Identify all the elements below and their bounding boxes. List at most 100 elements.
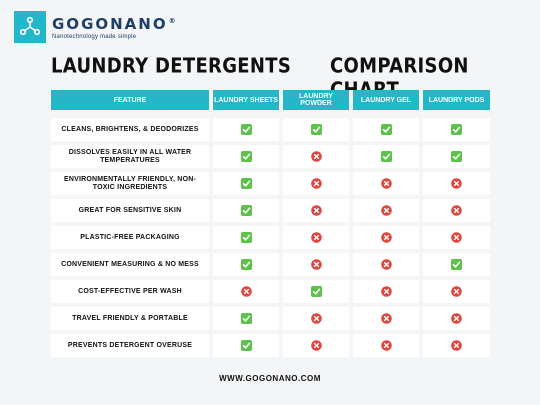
- comparison-cell: [353, 172, 419, 195]
- cross-icon: [380, 340, 392, 351]
- comparison-cell: [283, 280, 349, 303]
- comparison-cell: [213, 145, 279, 168]
- checkmark-icon: [240, 232, 252, 243]
- cross-icon: [380, 286, 392, 297]
- comparison-cell: [353, 118, 419, 141]
- checkmark-icon: [310, 286, 322, 297]
- comparison-cell: [353, 145, 419, 168]
- feature-label-line: GREAT FOR SENSITIVE SKIN: [78, 206, 182, 214]
- cross-icon: [451, 340, 462, 351]
- molecule-icon: [19, 16, 41, 36]
- cross-icon: [310, 232, 322, 243]
- cross-icon: [310, 178, 322, 189]
- comparison-cell: [353, 226, 419, 249]
- comparison-cell: [353, 199, 419, 222]
- feature-label-line: PREVENTS DETERGENT OVERUSE: [67, 341, 193, 349]
- column-header: LAUNDRY SHEETS: [213, 90, 279, 110]
- table-row: CONVENIENT MEASURING & NO MESS: [51, 253, 490, 276]
- feature-label: GREAT FOR SENSITIVE SKIN: [51, 199, 209, 222]
- checkmark-icon: [240, 124, 252, 135]
- feature-label: TRAVEL FRIENDLY & PORTABLE: [51, 307, 209, 330]
- column-header: LAUNDRY PODS: [423, 90, 490, 110]
- checkmark-icon: [240, 151, 252, 162]
- comparison-cell: [353, 280, 419, 303]
- comparison-cell: [213, 118, 279, 141]
- cross-icon: [451, 205, 462, 216]
- comparison-cell: [423, 280, 490, 303]
- comparison-cell: [213, 334, 279, 357]
- checkmark-icon: [240, 259, 252, 270]
- cross-icon: [380, 313, 392, 324]
- feature-label-line: ENVIRONMENTALLY FRIENDLY, NON-: [63, 175, 196, 183]
- feature-label: CLEANS, BRIGHTENS, & DEODORIZES: [51, 118, 209, 141]
- checkmark-icon: [240, 313, 252, 324]
- feature-label-line: DISSOLVES EASILY IN ALL WATER: [68, 148, 192, 156]
- cross-icon: [310, 151, 322, 162]
- checkmark-icon: [310, 124, 322, 135]
- cross-icon: [380, 259, 392, 270]
- comparison-cell: [283, 118, 349, 141]
- comparison-cell: [423, 253, 490, 276]
- feature-label: COST-EFFECTIVE PER WASH: [51, 280, 209, 303]
- registered-mark: ®: [168, 17, 176, 25]
- cross-icon: [240, 286, 252, 297]
- table-row: CLEANS, BRIGHTENS, & DEODORIZES: [51, 118, 490, 141]
- comparison-cell: [353, 253, 419, 276]
- brand-tagline: Nanotechnology made simple: [52, 34, 137, 40]
- comparison-cell: [423, 145, 490, 168]
- comparison-cell: [213, 307, 279, 330]
- table-row: DISSOLVES EASILY IN ALL WATER TEMPERATURE…: [51, 145, 490, 168]
- comparison-cell: [423, 172, 490, 195]
- cross-icon: [451, 313, 462, 324]
- comparison-cell: [213, 280, 279, 303]
- comparison-cell: [423, 226, 490, 249]
- comparison-cell: [283, 145, 349, 168]
- column-header: FEATURE: [51, 90, 209, 110]
- brand-name-text: GOGONANO: [52, 15, 168, 33]
- footer-url[interactable]: WWW.GOGONANO.COM: [219, 374, 321, 383]
- comparison-cell: [283, 172, 349, 195]
- cross-icon: [380, 205, 392, 216]
- cross-icon: [380, 232, 392, 243]
- brand-name: GOGONANO®: [52, 12, 176, 33]
- table-row: TRAVEL FRIENDLY & PORTABLE: [51, 307, 490, 330]
- checkmark-icon: [380, 124, 392, 135]
- table-row: PREVENTS DETERGENT OVERUSE: [51, 334, 490, 357]
- feature-label: CONVENIENT MEASURING & NO MESS: [51, 253, 209, 276]
- table-row: PLASTIC-FREE PACKAGING: [51, 226, 490, 249]
- checkmark-icon: [451, 151, 462, 162]
- checkmark-icon: [451, 259, 462, 270]
- comparison-cell: [213, 226, 279, 249]
- table-row: GREAT FOR SENSITIVE SKIN: [51, 199, 490, 222]
- cross-icon: [451, 178, 462, 189]
- feature-label-line: COST-EFFECTIVE PER WASH: [78, 287, 182, 295]
- feature-label-line: CONVENIENT MEASURING & NO MESS: [61, 260, 199, 268]
- comparison-table: FEATURE LAUNDRY SHEETS LAUNDRY POWDER LAUND…: [51, 90, 490, 361]
- column-header: LAUNDRY GEL: [353, 90, 419, 110]
- brand-logo: [14, 11, 46, 43]
- checkmark-icon: [240, 340, 252, 351]
- table-header-row: FEATURE LAUNDRY SHEETS LAUNDRY POWDER LAUND…: [51, 90, 490, 110]
- feature-label: PREVENTS DETERGENT OVERUSE: [51, 334, 209, 357]
- cross-icon: [310, 205, 322, 216]
- comparison-cell: [213, 253, 279, 276]
- feature-label: PLASTIC-FREE PACKAGING: [51, 226, 209, 249]
- checkmark-icon: [240, 205, 252, 216]
- feature-label-line: TRAVEL FRIENDLY & PORTABLE: [72, 314, 188, 322]
- cross-icon: [310, 259, 322, 270]
- cross-icon: [451, 232, 462, 243]
- feature-label-line: TOXIC INGREDIENTS: [92, 183, 168, 191]
- feature-label-line: TEMPERATURES: [100, 156, 160, 164]
- feature-label-line: CLEANS, BRIGHTENS, & DEODORIZES: [61, 125, 199, 133]
- comparison-cell: [423, 334, 490, 357]
- feature-label: DISSOLVES EASILY IN ALL WATER TEMPERATURE…: [51, 145, 209, 168]
- cross-icon: [451, 286, 462, 297]
- table-row: COST-EFFECTIVE PER WASH: [51, 280, 490, 303]
- page-title: LAUNDRY DETERGENTS: [51, 54, 292, 79]
- cross-icon: [310, 340, 322, 351]
- comparison-cell: [423, 199, 490, 222]
- checkmark-icon: [240, 178, 252, 189]
- checkmark-icon: [451, 124, 462, 135]
- comparison-cell: [283, 307, 349, 330]
- comparison-cell: [213, 172, 279, 195]
